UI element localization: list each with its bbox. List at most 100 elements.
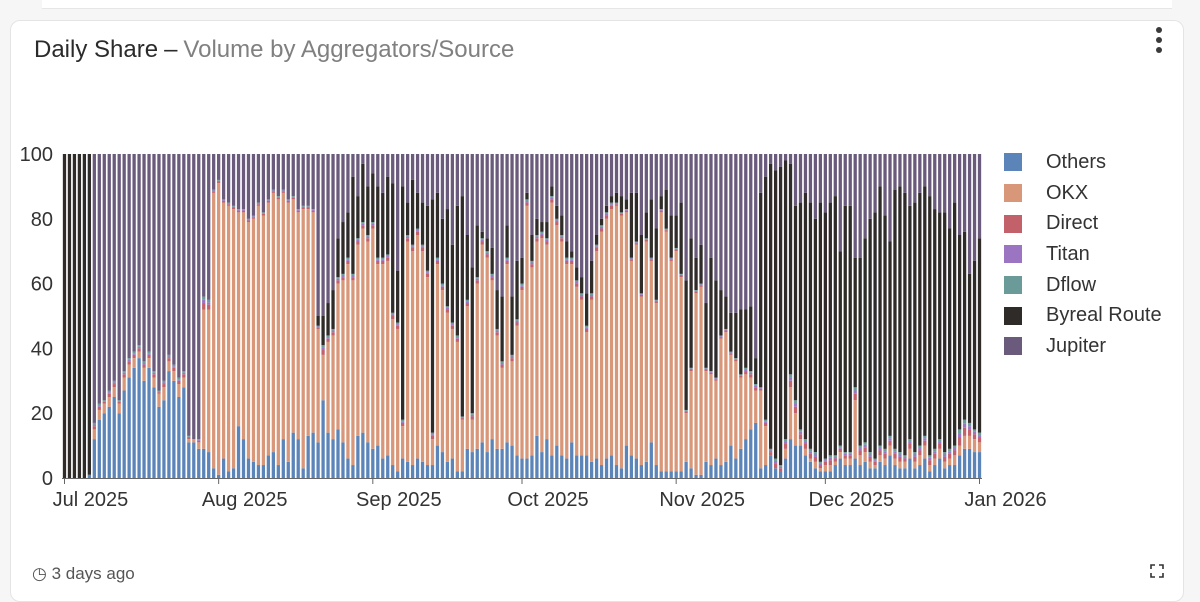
- bar-titan: [212, 190, 216, 192]
- legend-item[interactable]: Others: [1004, 147, 1162, 178]
- bar-direct: [639, 294, 643, 297]
- bar-others: [589, 461, 594, 478]
- bar-titan: [669, 258, 673, 260]
- bar-dflow: [425, 270, 430, 273]
- bar-titan: [356, 239, 360, 242]
- bar-jupiter: [619, 154, 624, 197]
- bar-byreal-route: [346, 212, 350, 258]
- bar-others: [226, 471, 231, 478]
- bar-others: [187, 442, 191, 478]
- bar-direct: [430, 435, 435, 440]
- bar-others: [709, 465, 713, 478]
- bar-okx: [679, 277, 683, 472]
- bar-byreal-route: [420, 202, 425, 245]
- bar-others: [639, 465, 643, 478]
- bar-jupiter: [669, 154, 673, 216]
- bar-jupiter: [321, 154, 325, 316]
- bar-okx: [903, 461, 907, 469]
- bar-okx: [415, 235, 420, 459]
- bar-byreal-route: [729, 312, 733, 352]
- bar-jupiter: [639, 154, 643, 235]
- bar-dflow: [475, 277, 479, 279]
- bar-byreal-route: [614, 192, 619, 203]
- bar-okx: [878, 455, 882, 462]
- bar-direct: [236, 210, 241, 213]
- bar-titan: [386, 256, 390, 258]
- bar-jupiter: [440, 154, 445, 219]
- bar-others: [361, 432, 365, 478]
- bar-titan: [366, 236, 370, 239]
- bar-okx: [306, 209, 310, 436]
- bar-direct: [669, 259, 673, 261]
- bar-jupiter: [778, 154, 783, 167]
- bar-byreal-route: [858, 257, 862, 446]
- bar-okx: [575, 286, 579, 456]
- legend-item[interactable]: Direct: [1004, 208, 1162, 239]
- bar-others: [803, 455, 808, 478]
- bar-byreal-route: [535, 218, 539, 235]
- bar-okx: [102, 403, 106, 414]
- bar-jupiter: [709, 154, 713, 258]
- bar-okx: [217, 183, 221, 475]
- bar-dflow: [281, 189, 285, 191]
- bar-byreal-route: [977, 238, 982, 433]
- bar-titan: [490, 275, 494, 278]
- bar-others: [749, 429, 753, 478]
- bar-jupiter: [614, 154, 619, 193]
- bar-dflow: [659, 209, 663, 210]
- bar-titan: [684, 410, 688, 412]
- bar-titan: [435, 259, 440, 261]
- bar-titan: [405, 236, 410, 239]
- bar-okx: [719, 338, 723, 466]
- bar-byreal-route: [833, 196, 837, 456]
- bar-jupiter: [565, 154, 569, 242]
- bar-okx: [266, 202, 271, 456]
- bar-jupiter: [112, 154, 116, 381]
- legend-item[interactable]: OKX: [1004, 178, 1162, 209]
- legend-item[interactable]: Titan: [1004, 239, 1162, 270]
- bar-okx: [545, 244, 549, 440]
- bar-byreal-route: [704, 303, 708, 368]
- bar-titan: [948, 451, 952, 454]
- bar-jupiter: [560, 154, 564, 216]
- bar-others: [868, 468, 872, 478]
- bar-direct: [440, 286, 445, 291]
- bar-others: [346, 458, 350, 478]
- bar-titan: [679, 274, 683, 276]
- bar-dflow: [246, 218, 251, 220]
- bar-direct: [301, 207, 305, 210]
- bar-direct: [709, 372, 713, 375]
- bar-okx: [555, 225, 559, 446]
- bar-byreal-route: [425, 205, 430, 271]
- bar-others: [97, 419, 101, 478]
- bar-dflow: [823, 458, 827, 461]
- bar-jupiter: [575, 154, 579, 268]
- bar-dflow: [609, 202, 614, 205]
- bar-others: [798, 445, 803, 478]
- bar-dflow: [515, 319, 519, 321]
- stacked-bar-chart: 0 20 40 60 80 100 Jul 2025 Aug 2025 Sep 2025 Oct …: [20, 144, 1047, 511]
- legend-item[interactable]: Dflow: [1004, 270, 1162, 301]
- legend-item[interactable]: Jupiter: [1004, 331, 1162, 362]
- y-tick-label: 20: [31, 403, 53, 425]
- bar-titan: [331, 330, 335, 333]
- bar-direct: [167, 358, 171, 362]
- more-options-icon[interactable]: [1146, 24, 1172, 56]
- bar-byreal-route: [654, 228, 658, 300]
- bar-byreal-route: [510, 296, 514, 355]
- bar-byreal-route: [788, 163, 793, 375]
- bar-jupiter: [649, 154, 653, 200]
- bar-jupiter: [609, 154, 614, 197]
- bar-okx: [495, 335, 499, 449]
- bar-dflow: [679, 273, 683, 275]
- bar-titan: [236, 209, 241, 211]
- bar-titan: [545, 239, 549, 242]
- bar-okx: [938, 448, 942, 459]
- bar-byreal-route: [744, 309, 748, 368]
- expand-icon[interactable]: [1150, 564, 1164, 578]
- bar-byreal-route: [391, 183, 395, 313]
- bar-direct: [555, 222, 559, 226]
- legend-item[interactable]: Byreal Route: [1004, 300, 1162, 331]
- bar-direct: [401, 422, 405, 427]
- bar-direct: [943, 456, 947, 462]
